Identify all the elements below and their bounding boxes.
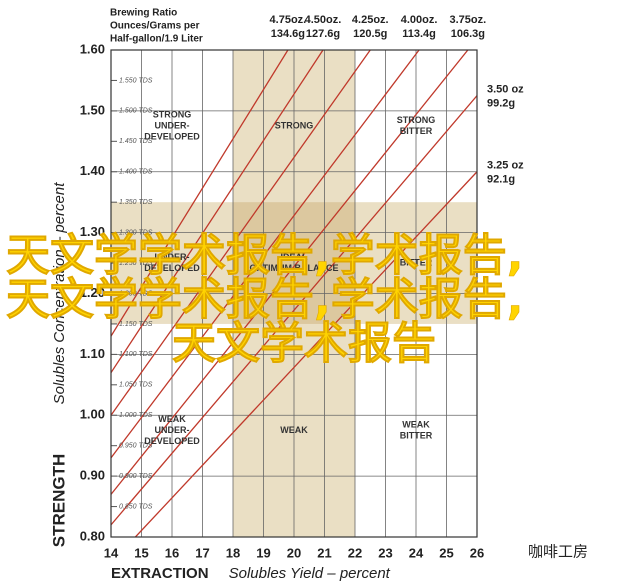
dose-label: 4.75oz. <box>270 14 307 26</box>
region-label: WEAK <box>158 414 186 424</box>
dose-line <box>111 50 324 373</box>
region-label: STRONG <box>153 109 192 119</box>
minor-tick-label: 0.900 TDS <box>119 473 153 480</box>
dose-line <box>111 95 477 526</box>
minor-tick-label: 1.400 TDS <box>119 169 153 176</box>
y-tick-label: 1.40 <box>80 163 105 178</box>
x-tick-label: 18 <box>226 545 240 560</box>
dose-line <box>111 50 289 337</box>
region-label: IDEAL <box>281 252 309 262</box>
x-axis-title: Solubles Yield – percent <box>229 565 391 582</box>
watermark: 咖啡工房 <box>528 543 588 561</box>
overlay-text: 天文学学术报告,学术报告, <box>6 230 523 281</box>
x-tick-label: 24 <box>409 545 424 560</box>
minor-tick-label: 1.300 TDS <box>119 229 153 236</box>
y-axis-title: STRENGTH <box>49 454 68 547</box>
dose-label: 4.25oz. <box>352 14 389 26</box>
overlay-text: 天文学学术报告,学术报告, <box>6 274 523 325</box>
x-tick-label: 21 <box>317 545 331 560</box>
minor-tick-label: 1.150 TDS <box>119 321 153 328</box>
y-tick-label: 1.50 <box>80 102 105 117</box>
region-label: BITTER <box>400 126 433 136</box>
header-text: Half-gallon/1.9 Liter <box>110 34 203 45</box>
x-tick-label: 19 <box>256 545 270 560</box>
region-label: STRONG <box>275 120 314 130</box>
minor-tick-label: 1.450 TDS <box>119 138 153 145</box>
y-tick-label: 1.10 <box>80 346 105 361</box>
minor-tick-label: 0.950 TDS <box>119 443 153 450</box>
region-label: STRONG <box>397 115 436 125</box>
overlay-text: 天文学术报告 <box>172 318 436 369</box>
region-label: DEVELOPED <box>144 436 200 446</box>
region-label: UNDER- <box>155 120 190 130</box>
minor-tick-label: 1.000 TDS <box>119 412 153 419</box>
y-axis-title: Solubles Concentration – percent <box>51 182 68 405</box>
dose-label: 4.00oz. <box>401 14 438 26</box>
dose-line <box>111 50 420 459</box>
minor-tick-label: 1.050 TDS <box>119 382 153 389</box>
dose-line <box>111 50 469 495</box>
minor-tick-label: 1.100 TDS <box>119 351 153 358</box>
y-tick-label: 1.60 <box>80 41 105 56</box>
plot <box>110 49 478 538</box>
x-tick-label: 22 <box>348 545 362 560</box>
dose-label: 4.50oz. <box>305 14 342 26</box>
dose-label: 120.5g <box>353 28 387 40</box>
x-tick-label: 23 <box>378 545 392 560</box>
dose-label: 127.6g <box>306 28 340 40</box>
region-label: OPTIMUM BALANCE <box>250 263 339 273</box>
y-tick-label: 0.80 <box>80 528 105 543</box>
region-label: UNDER- <box>155 425 190 435</box>
header-text: Brewing Ratio <box>110 8 177 19</box>
region-label: UNDER- <box>155 252 190 262</box>
y-tick-label: 1.30 <box>80 224 105 239</box>
dose-label: 106.3g <box>451 28 485 40</box>
x-tick-label: 25 <box>439 545 453 560</box>
x-tick-label: 16 <box>165 545 179 560</box>
dose-label: 3.25 oz <box>487 160 524 172</box>
region-label: DEVELOPED <box>144 131 200 141</box>
region-label: BITTER <box>400 257 433 267</box>
y-tick-label: 1.20 <box>80 285 105 300</box>
y-tick-label: 0.90 <box>80 468 105 483</box>
x-tick-label: 26 <box>470 545 484 560</box>
minor-tick-label: 1.550 TDS <box>119 77 153 84</box>
dose-label: 134.6g <box>271 28 305 40</box>
region-label: BITTER <box>400 430 433 440</box>
x-tick-label: 14 <box>104 545 119 560</box>
dose-label: 3.75oz. <box>450 14 487 26</box>
minor-tick-label: 1.250 TDS <box>119 260 153 267</box>
header-text: Ounces/Grams per <box>110 21 200 32</box>
minor-tick-label: 1.350 TDS <box>119 199 153 206</box>
x-tick-label: 15 <box>134 545 148 560</box>
dose-line <box>134 171 477 537</box>
x-tick-label: 17 <box>195 545 209 560</box>
x-axis-title: EXTRACTION <box>111 565 209 582</box>
minor-tick-label: 0.850 TDS <box>119 503 153 510</box>
region-label: WEAK <box>280 425 308 435</box>
y-tick-label: 1.00 <box>80 407 105 422</box>
dose-label: 113.4g <box>402 28 436 40</box>
x-tick-label: 20 <box>287 545 301 560</box>
minor-tick-label: 1.500 TDS <box>119 108 153 115</box>
dose-label: 99.2g <box>487 98 515 110</box>
dose-label: 3.50 oz <box>487 84 524 96</box>
region-label: DEVELOPED <box>144 263 200 273</box>
dose-label: 92.1g <box>487 174 515 186</box>
region-label: WEAK <box>402 419 430 429</box>
dose-line <box>111 50 371 416</box>
plot-frame <box>110 49 478 538</box>
minor-tick-label: 1.200 TDS <box>119 290 153 297</box>
